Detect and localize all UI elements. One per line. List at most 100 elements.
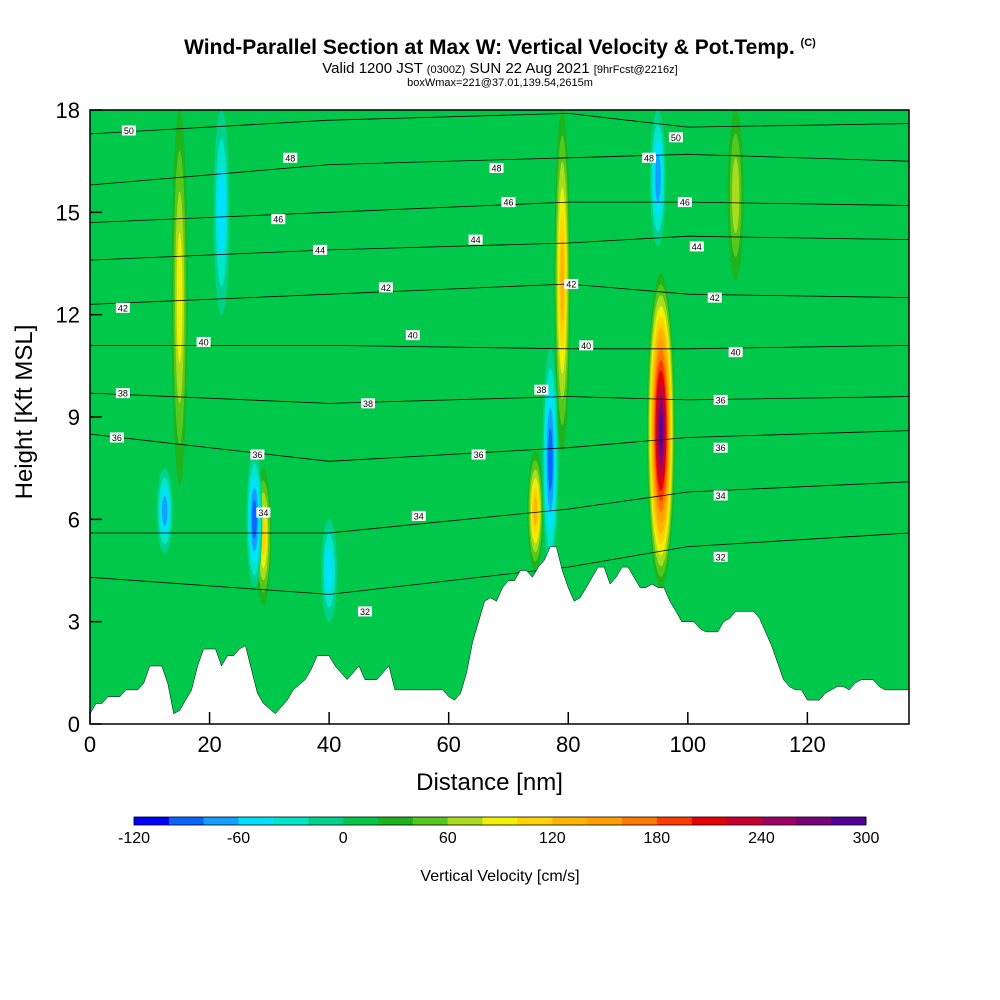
contour-label-box [534, 384, 549, 395]
contour-label-box [641, 152, 656, 163]
w-feature [542, 348, 559, 571]
contour-label-text: 42 [710, 293, 720, 303]
contour-label-box [468, 234, 483, 245]
colorbar-swatch [447, 817, 484, 825]
contour-label: 38 [534, 384, 549, 395]
x-tick-label: 0 [84, 732, 96, 757]
contour-label-text: 34 [716, 491, 726, 501]
w-feature [646, 273, 675, 588]
colorbar-swatch [412, 817, 449, 825]
colorbar-swatch [343, 817, 379, 825]
contour-label-text: 46 [680, 198, 690, 208]
contour-label-box [501, 197, 516, 208]
contour-label-text: 48 [644, 153, 654, 163]
colorbar-swatch [308, 817, 344, 825]
w-level-band [655, 154, 661, 202]
terrain [90, 546, 909, 724]
contour-label: 42 [378, 282, 393, 293]
contour-label: 48 [283, 152, 298, 163]
contour-label: 42 [564, 278, 579, 289]
contour-label-box [109, 432, 124, 443]
w-level-band [161, 496, 168, 526]
x-tick-label: 40 [317, 732, 341, 757]
colorbar-swatch [238, 817, 274, 825]
contour-label: 50 [121, 125, 136, 136]
contour-label-box [271, 214, 286, 225]
title-text: Wind-Parallel Section at Max W: Vertical… [184, 36, 795, 59]
y-tick-label: 6 [68, 507, 80, 532]
contour-label: 36 [713, 394, 728, 405]
contour-label-box [121, 125, 136, 136]
contour-label-text: 42 [381, 283, 391, 293]
contour-label: 32 [713, 551, 728, 562]
y-tick-label: 15 [56, 200, 80, 225]
theta-contour-line [90, 430, 909, 462]
colorbar-swatch [796, 817, 832, 825]
contour-label-box [579, 340, 594, 351]
contour-label: 36 [471, 449, 486, 460]
contour-label: 32 [357, 606, 372, 617]
w-feature [246, 451, 263, 588]
contour-label-text: 32 [716, 552, 726, 562]
w-level-band [325, 547, 333, 594]
contour-label: 46 [501, 197, 516, 208]
contour-label-box [250, 449, 265, 460]
contour-labels: 50 48 46 44 42 40 38 36 36 34 42 40 38 36 34 32 48 46 44 42… [109, 125, 743, 617]
copyright-mark: (C) [800, 37, 816, 49]
contour-label-box [378, 282, 393, 293]
colorbar-swatch [517, 817, 553, 825]
contour-label: 50 [668, 132, 683, 143]
contour-label-box [728, 347, 743, 358]
contour-label-box [689, 241, 704, 252]
contour-label-text: 38 [118, 389, 128, 399]
contour-label-box [405, 330, 420, 341]
contour-label: 42 [707, 292, 722, 303]
contour-label-box [707, 292, 722, 303]
contour-label: 34 [411, 510, 426, 521]
contour-label: 40 [405, 330, 420, 341]
contour-label: 40 [728, 347, 743, 358]
y-tick-label: 12 [56, 303, 80, 328]
w-level-band [217, 166, 226, 258]
contour-label-text: 36 [112, 433, 122, 443]
colorbar-label: -120 [118, 830, 150, 847]
w-feature [321, 519, 338, 622]
colorbar-swatch [831, 817, 867, 825]
contour-label-text: 36 [716, 443, 726, 453]
contour-label-box [313, 244, 328, 255]
colorbar-label: 120 [539, 830, 566, 847]
w-feature [554, 110, 571, 452]
x-tick-label: 120 [789, 732, 826, 757]
valid-date: SUN 22 Aug 2021 [469, 60, 590, 77]
contour-label: 38 [115, 388, 130, 399]
colorbar-swatch [168, 817, 205, 825]
colorbar-label: 240 [748, 830, 775, 847]
contour-label-text: 38 [536, 385, 546, 395]
contour-label-text: 50 [124, 126, 134, 136]
contour-label-box [564, 278, 579, 289]
contour-label: 40 [579, 340, 594, 351]
contour-label-text: 40 [199, 337, 209, 347]
chart-title: Wind-Parallel Section at Max W: Vertical… [0, 36, 1000, 60]
colorbar-swatch [378, 817, 414, 825]
colorbar: -120 -60 0 60 120 180 240 300 Vertical Velocity … [118, 816, 879, 885]
x-tick-label: 80 [556, 732, 580, 757]
w-feature [171, 110, 188, 486]
w-level-band [560, 239, 565, 322]
contour-label: 36 [250, 449, 265, 460]
x-tick-label: 60 [436, 732, 460, 757]
contour-label-text: 46 [503, 198, 513, 208]
contour-label-text: 50 [671, 133, 681, 143]
colorbar-label: -60 [227, 830, 250, 847]
contour-label-box [115, 388, 130, 399]
colorbar-swatch [761, 817, 797, 825]
contour-label: 34 [713, 490, 728, 501]
contour-label-text: 48 [285, 153, 295, 163]
w-level-band [659, 413, 663, 448]
y-tick-label: 9 [68, 405, 80, 430]
y-axis-title: Height [Kft MSL] [11, 325, 38, 500]
colorbar-swatch [726, 817, 762, 825]
contour-label-text: 36 [474, 450, 484, 460]
